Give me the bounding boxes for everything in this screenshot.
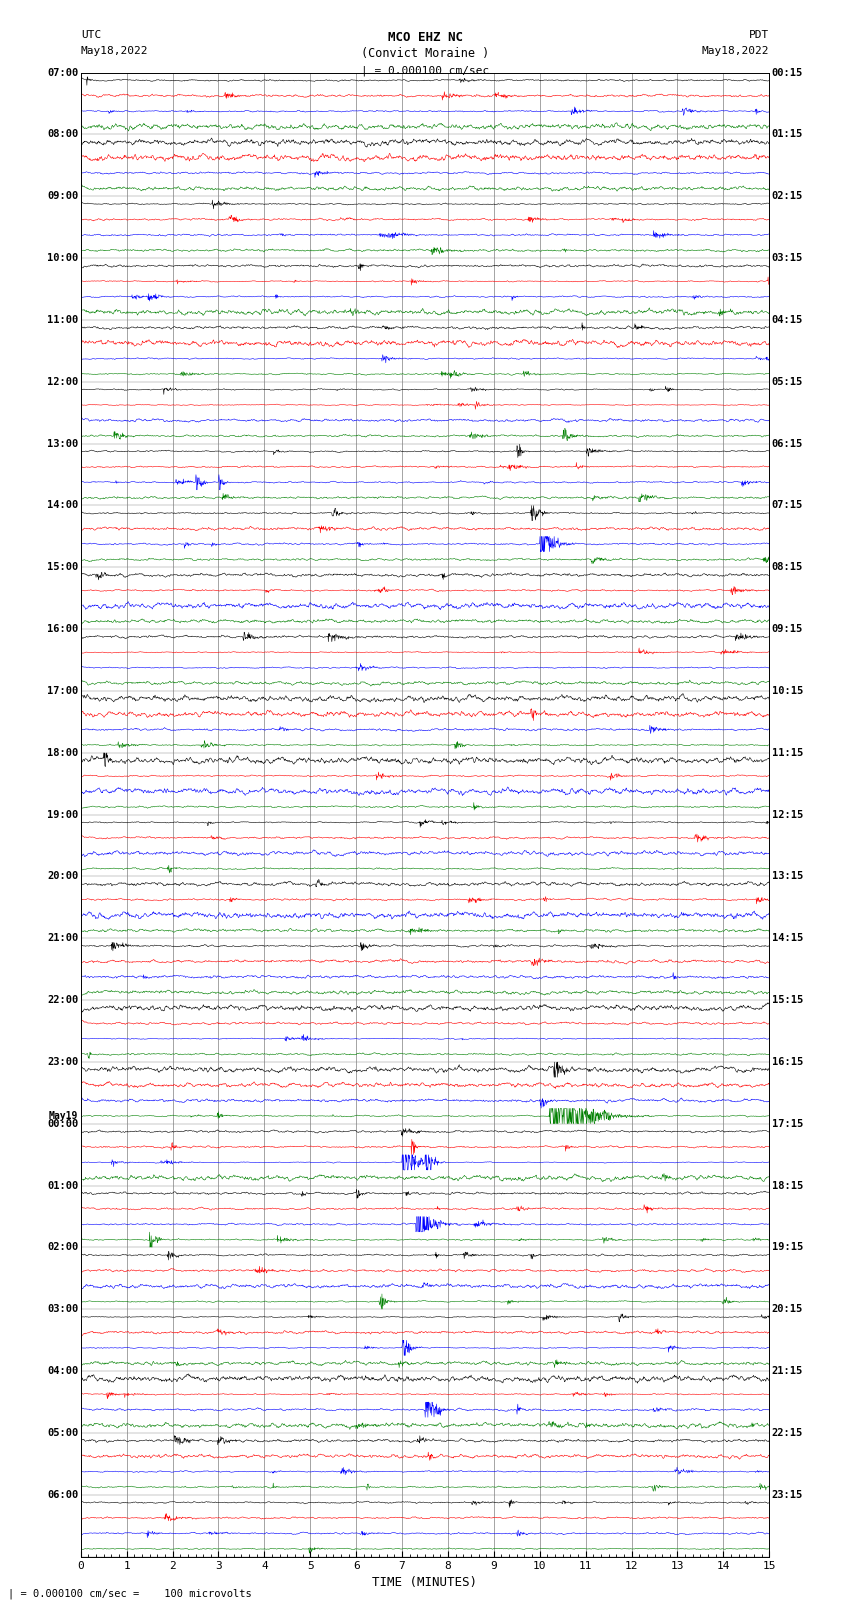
- Text: 09:00: 09:00: [47, 192, 78, 202]
- Text: 03:00: 03:00: [47, 1305, 78, 1315]
- Text: 15:15: 15:15: [772, 995, 803, 1005]
- Text: May19: May19: [48, 1111, 78, 1121]
- Text: 05:00: 05:00: [47, 1428, 78, 1437]
- Text: UTC: UTC: [81, 31, 101, 40]
- X-axis label: TIME (MINUTES): TIME (MINUTES): [372, 1576, 478, 1589]
- Text: 22:00: 22:00: [47, 995, 78, 1005]
- Text: PDT: PDT: [749, 31, 769, 40]
- Text: 10:15: 10:15: [772, 686, 803, 695]
- Text: 02:15: 02:15: [772, 192, 803, 202]
- Text: 07:15: 07:15: [772, 500, 803, 510]
- Text: 17:15: 17:15: [772, 1119, 803, 1129]
- Text: 11:15: 11:15: [772, 748, 803, 758]
- Text: 01:00: 01:00: [47, 1181, 78, 1190]
- Text: 13:00: 13:00: [47, 439, 78, 448]
- Text: 23:00: 23:00: [47, 1057, 78, 1066]
- Text: 16:00: 16:00: [47, 624, 78, 634]
- Text: 01:15: 01:15: [772, 129, 803, 139]
- Text: 06:00: 06:00: [47, 1490, 78, 1500]
- Text: 04:15: 04:15: [772, 315, 803, 324]
- Text: 17:00: 17:00: [47, 686, 78, 695]
- Text: 07:00: 07:00: [47, 68, 78, 77]
- Text: (Convict Moraine ): (Convict Moraine ): [361, 47, 489, 60]
- Text: 10:00: 10:00: [47, 253, 78, 263]
- Text: May18,2022: May18,2022: [81, 47, 148, 56]
- Text: 02:00: 02:00: [47, 1242, 78, 1252]
- Text: 08:00: 08:00: [47, 129, 78, 139]
- Text: 18:00: 18:00: [47, 748, 78, 758]
- Text: 20:15: 20:15: [772, 1305, 803, 1315]
- Text: 15:00: 15:00: [47, 563, 78, 573]
- Text: 19:15: 19:15: [772, 1242, 803, 1252]
- Text: 23:15: 23:15: [772, 1490, 803, 1500]
- Text: MCO EHZ NC: MCO EHZ NC: [388, 31, 462, 44]
- Text: 09:15: 09:15: [772, 624, 803, 634]
- Text: 19:00: 19:00: [47, 810, 78, 819]
- Text: 00:15: 00:15: [772, 68, 803, 77]
- Text: 08:15: 08:15: [772, 563, 803, 573]
- Text: 14:00: 14:00: [47, 500, 78, 510]
- Text: 18:15: 18:15: [772, 1181, 803, 1190]
- Text: 20:00: 20:00: [47, 871, 78, 881]
- Text: 03:15: 03:15: [772, 253, 803, 263]
- Text: 22:15: 22:15: [772, 1428, 803, 1437]
- Text: 16:15: 16:15: [772, 1057, 803, 1066]
- Text: | = 0.000100 cm/sec =    100 microvolts: | = 0.000100 cm/sec = 100 microvolts: [8, 1589, 252, 1598]
- Text: May18,2022: May18,2022: [702, 47, 769, 56]
- Text: | = 0.000100 cm/sec: | = 0.000100 cm/sec: [361, 65, 489, 76]
- Text: 14:15: 14:15: [772, 934, 803, 944]
- Text: 12:00: 12:00: [47, 377, 78, 387]
- Text: 00:00: 00:00: [47, 1119, 78, 1129]
- Text: 04:00: 04:00: [47, 1366, 78, 1376]
- Text: 12:15: 12:15: [772, 810, 803, 819]
- Text: 13:15: 13:15: [772, 871, 803, 881]
- Text: 06:15: 06:15: [772, 439, 803, 448]
- Text: 11:00: 11:00: [47, 315, 78, 324]
- Text: 21:15: 21:15: [772, 1366, 803, 1376]
- Text: 21:00: 21:00: [47, 934, 78, 944]
- Text: 05:15: 05:15: [772, 377, 803, 387]
